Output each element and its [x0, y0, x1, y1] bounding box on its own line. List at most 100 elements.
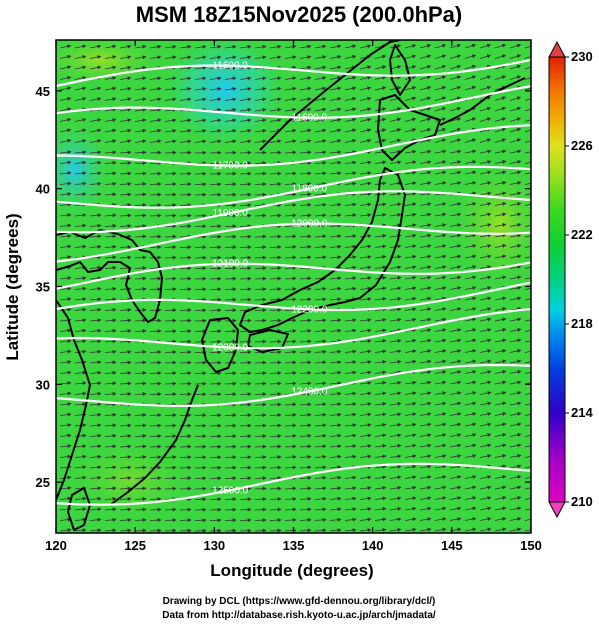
wind-arrow — [254, 55, 267, 60]
wind-arrow — [389, 380, 402, 385]
wind-arrow — [464, 412, 477, 416]
wind-arrow — [404, 170, 417, 175]
wind-arrow — [404, 223, 417, 228]
wind-arrow — [509, 328, 522, 332]
wind-arrow — [104, 223, 117, 228]
wind-arrow — [119, 381, 132, 386]
wind-arrow — [344, 328, 357, 333]
wind-arrow — [464, 338, 477, 343]
wind-arrow — [374, 75, 387, 80]
wind-arrow — [374, 160, 387, 165]
wind-arrow — [374, 338, 387, 343]
wind-arrow — [89, 381, 102, 386]
wind-arrow — [359, 402, 372, 407]
wind-arrow — [434, 233, 447, 238]
wind-arrow — [479, 43, 492, 49]
wind-arrow — [74, 213, 87, 218]
wind-arrow — [59, 44, 72, 49]
colorbar-tick-label: 230 — [571, 49, 593, 64]
wind-arrow — [134, 139, 147, 144]
wind-arrow — [239, 44, 252, 49]
wind-arrow — [479, 117, 492, 122]
wind-arrow — [434, 212, 447, 217]
wind-arrow — [149, 245, 162, 250]
wind-arrow — [464, 349, 477, 353]
wind-arrow — [374, 401, 387, 406]
wind-arrow — [329, 339, 342, 344]
wind-arrow — [389, 412, 402, 417]
wind-arrow — [464, 401, 477, 406]
wind-arrow — [104, 97, 117, 102]
wind-arrow — [164, 350, 177, 355]
wind-arrow — [434, 75, 447, 80]
y-tick-label: 45 — [36, 84, 50, 99]
wind-arrow — [119, 391, 132, 396]
wind-arrow — [314, 192, 327, 197]
wind-arrow — [89, 192, 102, 197]
wind-arrow — [239, 107, 252, 112]
wind-arrow — [299, 297, 312, 302]
wind-arrow — [314, 202, 327, 207]
wind-arrow — [299, 318, 312, 323]
wind-arrow — [344, 192, 357, 197]
wind-arrow — [74, 192, 87, 197]
wind-arrow — [494, 370, 507, 374]
wind-arrow — [269, 360, 282, 365]
wind-arrow — [179, 97, 192, 102]
wind-arrow — [209, 128, 222, 133]
wind-arrow — [374, 54, 387, 59]
colorbar-ticks: 210 214 218 222 226 230 — [565, 49, 593, 509]
wind-arrow — [134, 150, 147, 155]
wind-arrow — [59, 402, 72, 407]
wind-arrow — [269, 402, 282, 407]
wind-arrow — [254, 507, 267, 512]
wind-arrow — [104, 150, 117, 155]
wind-arrow — [329, 286, 342, 291]
wind-arrow — [149, 350, 162, 355]
wind-arrow — [389, 275, 402, 280]
wind-arrow — [419, 65, 432, 70]
colorbar-tick-label: 210 — [571, 494, 593, 509]
wind-arrow — [329, 297, 342, 302]
wind-arrow — [419, 86, 432, 91]
wind-arrow — [269, 139, 282, 144]
wind-arrow — [254, 44, 267, 49]
wind-arrow — [59, 75, 72, 80]
wind-arrow — [494, 75, 507, 80]
wind-arrow — [389, 54, 402, 59]
wind-arrow — [434, 275, 447, 280]
wind-arrow — [74, 117, 87, 122]
wind-arrow — [164, 392, 177, 397]
wind-arrow — [254, 476, 267, 481]
wind-arrow — [59, 360, 72, 365]
wind-arrow — [359, 75, 372, 80]
wind-arrow — [329, 213, 342, 218]
wind-arrow — [134, 381, 147, 386]
wind-arrow — [164, 423, 177, 428]
wind-arrow — [74, 160, 87, 165]
wind-arrow — [329, 223, 342, 228]
wind-arrow — [419, 44, 432, 49]
wind-arrow — [464, 202, 477, 206]
wind-arrow — [134, 44, 147, 49]
wind-arrow — [284, 297, 297, 302]
wind-arrow — [59, 150, 72, 155]
wind-arrow — [509, 106, 522, 112]
wind-arrow — [374, 244, 387, 249]
wind-arrow — [239, 55, 252, 60]
wind-arrow — [344, 150, 357, 155]
wind-arrow — [359, 213, 372, 218]
wind-arrow — [374, 254, 387, 259]
wind-arrow — [479, 254, 492, 259]
wind-arrow — [389, 265, 402, 270]
wind-arrow — [359, 160, 372, 165]
wind-arrow — [74, 44, 87, 49]
wind-arrow — [509, 202, 522, 206]
wind-arrow — [74, 276, 87, 281]
wind-arrow — [404, 96, 417, 101]
wind-arrow — [239, 118, 252, 123]
wind-arrow — [284, 213, 297, 218]
wind-arrow — [404, 54, 417, 59]
wind-arrow — [284, 139, 297, 144]
wind-arrow — [314, 97, 327, 102]
